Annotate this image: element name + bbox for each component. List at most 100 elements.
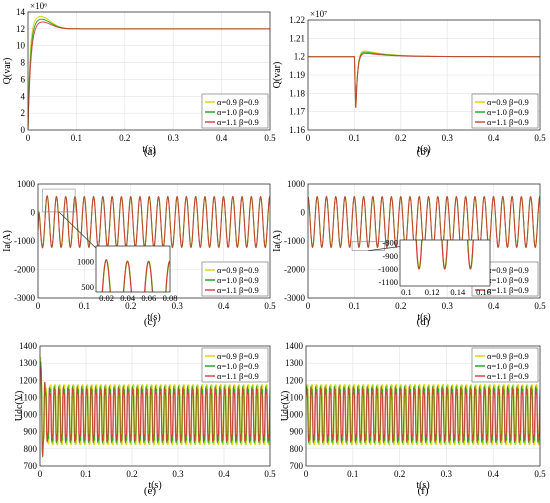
inset-series-line-3 <box>415 240 474 270</box>
y-axis-label: Ia(A) <box>2 230 13 252</box>
x-tick-label: 0.1 <box>71 133 82 143</box>
x-tick-label: 0.4 <box>218 301 230 311</box>
panel-caption: (a) <box>144 146 157 158</box>
x-tick-label: 0.5 <box>264 469 276 479</box>
y-tick-label: 1.16 <box>289 125 305 135</box>
y-tick-label: 4 <box>21 91 26 101</box>
legend: α=0.9 β=0.9α=1.0 β=0.9α=1.1 β=0.9 <box>201 347 269 383</box>
y-tick-label: 700 <box>24 461 38 471</box>
x-tick-label: 0.2 <box>395 301 406 311</box>
x-tick-label: 0.5 <box>264 133 276 143</box>
x-tick-label: 0.2 <box>119 133 130 143</box>
x-axis-label: t(s) <box>142 144 155 155</box>
x-tick-label: 0.4 <box>216 133 228 143</box>
x-tick-label: 0.1 <box>79 301 90 311</box>
inset-x-tick-label: 0.14 <box>450 287 466 297</box>
legend: α=0.9 β=0.9α=1.0 β=0.9α=1.1 β=0.9 <box>471 93 539 129</box>
inset-x-tick-label: 0.06 <box>141 293 156 303</box>
panel-d: 0 0.1 0.2 0.3 0.4 0.5 -3000 -2000 -1000 0 1000 t(s)… <box>272 179 546 328</box>
y-tick-label: 10 <box>16 41 26 51</box>
x-tick-label: 0.3 <box>442 301 454 311</box>
legend-entry: α=1.0 β=0.9 <box>487 107 529 117</box>
inset-area <box>400 240 490 286</box>
y-tick-label: 14 <box>16 7 26 17</box>
y-tick-label: 1000 <box>17 179 36 189</box>
panel-f: 0 0.1 0.2 0.3 0.4 0.5 700 800 900 1000 1100 1200 130… <box>280 341 546 497</box>
series-line-3 <box>28 21 270 130</box>
x-tick-label: 0.1 <box>349 133 360 143</box>
x-tick-label: 0 <box>36 301 41 311</box>
y-tick-label: 6 <box>21 74 26 84</box>
x-tick-label: 0.1 <box>347 469 358 479</box>
inset-x-tick-label: 0.02 <box>99 293 114 303</box>
y-tick-label: -1000 <box>284 236 305 246</box>
inset-y-tick-label: -1000 <box>378 264 398 274</box>
x-tick-label: 0.2 <box>126 469 137 479</box>
panel-caption: (d) <box>417 316 430 328</box>
x-axis-label: t(s) <box>417 312 430 323</box>
inset-frame <box>399 239 491 287</box>
y-tick-label: -2000 <box>284 265 305 275</box>
x-tick-label: 0.5 <box>534 469 546 479</box>
legend: α=0.9 β=0.9α=1.0 β=0.9α=1.1 β=0.9 <box>201 261 269 297</box>
legend-entry: α=1.1 β=0.9 <box>217 285 259 295</box>
inset-frame <box>95 245 171 293</box>
y-tick-label: 1300 <box>285 358 304 368</box>
y-tick-label: 12 <box>16 24 25 34</box>
x-axis-label: t(s) <box>147 312 160 323</box>
y-tick-label: 800 <box>290 444 304 454</box>
inset-series-line-3 <box>101 259 170 292</box>
axes-frame <box>305 345 541 467</box>
panel-caption: (f) <box>418 485 429 497</box>
legend: α=0.9 β=0.9α=1.0 β=0.9α=1.1 β=0.9 <box>201 93 269 129</box>
x-tick-label: 0.5 <box>534 301 546 311</box>
x-tick-label: 0.3 <box>441 469 453 479</box>
x-tick-label: 0.3 <box>172 301 184 311</box>
series-line-3 <box>306 387 540 443</box>
y-tick-label: 1.17 <box>289 107 305 117</box>
inset-x-tick-label: 0.1 <box>401 287 412 297</box>
axes-frame <box>307 19 541 131</box>
legend-entry: α=1.0 β=0.9 <box>217 275 259 285</box>
x-tick-label: 0.4 <box>488 133 500 143</box>
x-tick-label: 0 <box>38 469 43 479</box>
y-tick-label: 1.2 <box>294 52 305 62</box>
y-tick-label: 1200 <box>19 375 38 385</box>
y-tick-label: 0 <box>21 125 26 135</box>
zoom-inset: 0.02 0.04 0.06 0.08 500 1000 <box>42 188 178 303</box>
legend: α=0.9 β=0.9α=1.0 β=0.9α=1.1 β=0.9 <box>471 347 539 383</box>
y-tick-label: 1200 <box>285 375 304 385</box>
x-axis-label: t(s) <box>148 480 161 491</box>
y-tick-label: 900 <box>290 427 304 437</box>
x-tick-label: 0 <box>304 469 309 479</box>
x-tick-label: 0.4 <box>488 301 500 311</box>
x-tick-label: 0 <box>306 133 311 143</box>
legend-entry: α=1.1 β=0.9 <box>217 371 259 381</box>
y-axis-label: Udc(V) <box>280 391 291 422</box>
y-tick-label: -2000 <box>14 265 35 275</box>
y-tick-label: 2 <box>21 108 26 118</box>
panel-b: 0 0.1 0.2 0.3 0.4 0.5 1.16 1.17 1.18 1.19 1.2 1.21 1… <box>272 9 546 158</box>
inset-y-tick-label: 500 <box>81 282 94 292</box>
y-tick-label: 1000 <box>19 410 38 420</box>
legend-entry: α=0.9 β=0.9 <box>217 351 259 361</box>
y-tick-label: 1100 <box>19 392 37 402</box>
x-tick-label: 0.5 <box>534 133 546 143</box>
inset-x-tick-label: 0.08 <box>163 293 178 303</box>
x-tick-label: 0.2 <box>394 469 405 479</box>
legend-entry: α=1.1 β=0.9 <box>487 285 529 295</box>
y-tick-label: 1.22 <box>289 15 305 25</box>
legend-entry: α=0.9 β=0.9 <box>487 265 529 275</box>
zoom-region-marker <box>42 188 76 213</box>
legend-entry: α=0.9 β=0.9 <box>487 97 529 107</box>
legend-entry: α=1.0 β=0.9 <box>487 275 529 285</box>
x-tick-label: 0.5 <box>264 301 276 311</box>
zoom-inset: 0.1 0.12 0.14 0.16 -800 -900 -1000 -1100 <box>351 238 491 297</box>
y-tick-label: 1.21 <box>289 33 305 43</box>
inset-y-tick-label: 1000 <box>77 256 94 266</box>
y-tick-label: 1100 <box>285 392 303 402</box>
x-tick-label: 0.1 <box>349 301 360 311</box>
legend-entry: α=0.9 β=0.9 <box>217 97 259 107</box>
x-tick-label: 0.3 <box>442 133 454 143</box>
